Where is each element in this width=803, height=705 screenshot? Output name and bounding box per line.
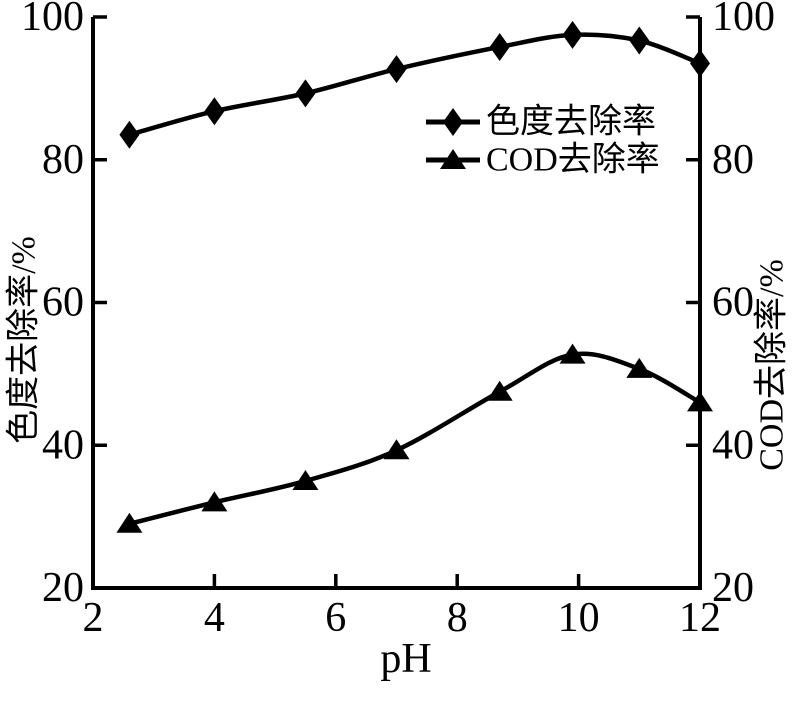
- y-left-tick-label: 80: [42, 137, 84, 183]
- y-axis-left-title: 色度去除率/%: [5, 236, 43, 444]
- data-point-triangle-marker: [292, 469, 319, 490]
- data-point-diamond-marker: [690, 49, 710, 78]
- data-point-triangle-marker: [116, 512, 143, 533]
- y-left-tick-label: 100: [21, 0, 84, 40]
- y-right-tick-label: 60: [712, 280, 754, 326]
- y-left-tick-label: 60: [42, 280, 84, 326]
- x-axis-tick-labels: 2 4 6 8 10 12: [83, 595, 722, 641]
- legend-label-chroma: 色度去除率: [486, 103, 656, 141]
- data-point-triangle-marker: [486, 380, 513, 401]
- legend: 色度去除率 COD去除率: [426, 103, 660, 179]
- data-point-diamond-marker: [629, 26, 650, 55]
- y-right-tick-label: 40: [712, 422, 754, 468]
- data-point-diamond-marker: [489, 32, 510, 61]
- legend-entry-chroma: 色度去除率: [426, 103, 656, 141]
- y-axis-left-tick-labels: 20 40 60 80 100: [21, 0, 84, 611]
- y-axis-left-ticks: [93, 15, 107, 590]
- x-tick-label: 10: [558, 595, 600, 641]
- data-point-diamond-marker: [295, 79, 316, 108]
- x-axis-title: pH: [380, 636, 431, 682]
- diamond-marker-icon: [443, 108, 463, 136]
- x-axis-ticks: [91, 574, 702, 588]
- data-point-triangle-marker: [559, 343, 586, 364]
- plot-area: [116, 20, 713, 533]
- x-tick-label: 12: [679, 595, 721, 641]
- y-left-tick-label: 40: [42, 422, 84, 468]
- y-axis-right-ticks: [686, 15, 700, 590]
- y-left-tick-label: 20: [42, 565, 84, 611]
- legend-label-cod: COD去除率: [486, 141, 660, 179]
- series-line-triangle: [127, 351, 703, 527]
- data-point-triangle-marker: [626, 357, 653, 378]
- legend-entry-cod: COD去除率: [426, 141, 660, 179]
- data-point-triangle-marker: [201, 491, 228, 512]
- data-point-diamond-marker: [562, 20, 583, 49]
- y-right-tick-label: 100: [712, 0, 775, 40]
- triangle-marker-icon: [440, 149, 466, 169]
- data-point-diamond-marker: [119, 120, 140, 149]
- y-axis-right-tick-labels: 20 40 60 80 100: [712, 0, 775, 611]
- x-tick-label: 2: [83, 595, 104, 641]
- x-tick-label: 6: [325, 595, 346, 641]
- x-tick-label: 4: [204, 595, 225, 641]
- y-right-tick-label: 20: [712, 565, 754, 611]
- data-point-diamond-marker: [386, 55, 407, 84]
- y-axis-right-title: COD去除率/%: [753, 259, 791, 471]
- data-point-triangle-marker: [383, 439, 410, 460]
- y-right-tick-label: 80: [712, 137, 754, 183]
- data-point-triangle-marker: [687, 391, 713, 412]
- x-tick-label: 8: [447, 595, 468, 641]
- data-point-diamond-marker: [204, 97, 225, 126]
